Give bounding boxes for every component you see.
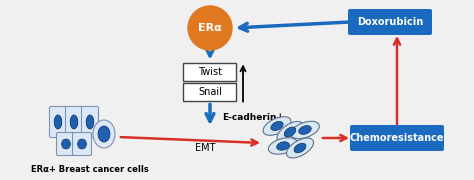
Ellipse shape	[277, 142, 289, 150]
FancyBboxPatch shape	[82, 107, 99, 138]
Ellipse shape	[299, 126, 311, 134]
Text: Snail: Snail	[198, 87, 222, 97]
Text: EMT: EMT	[195, 143, 215, 153]
Ellipse shape	[70, 115, 78, 129]
Text: ERα: ERα	[198, 23, 222, 33]
Ellipse shape	[78, 139, 86, 149]
FancyBboxPatch shape	[65, 107, 82, 138]
Text: Twist: Twist	[198, 67, 222, 77]
FancyBboxPatch shape	[183, 83, 237, 101]
Ellipse shape	[93, 120, 115, 148]
Ellipse shape	[62, 139, 71, 149]
FancyBboxPatch shape	[348, 9, 432, 35]
FancyBboxPatch shape	[350, 125, 444, 151]
Ellipse shape	[286, 138, 313, 158]
Text: Doxorubicin: Doxorubicin	[357, 17, 423, 27]
Circle shape	[188, 6, 232, 50]
Ellipse shape	[98, 126, 110, 142]
Text: ERα+ Breast cancer cells: ERα+ Breast cancer cells	[31, 165, 149, 174]
Ellipse shape	[284, 127, 296, 137]
Ellipse shape	[263, 117, 291, 135]
Ellipse shape	[268, 138, 298, 154]
FancyBboxPatch shape	[73, 132, 91, 156]
Ellipse shape	[86, 115, 94, 129]
Ellipse shape	[294, 143, 306, 153]
Ellipse shape	[54, 115, 62, 129]
Ellipse shape	[277, 122, 303, 143]
Ellipse shape	[291, 121, 319, 139]
Ellipse shape	[271, 122, 283, 130]
FancyBboxPatch shape	[56, 132, 75, 156]
FancyBboxPatch shape	[49, 107, 66, 138]
Text: E-cadherin↓: E-cadherin↓	[222, 112, 284, 122]
Text: Chemoresistance: Chemoresistance	[350, 133, 444, 143]
FancyBboxPatch shape	[183, 63, 237, 81]
